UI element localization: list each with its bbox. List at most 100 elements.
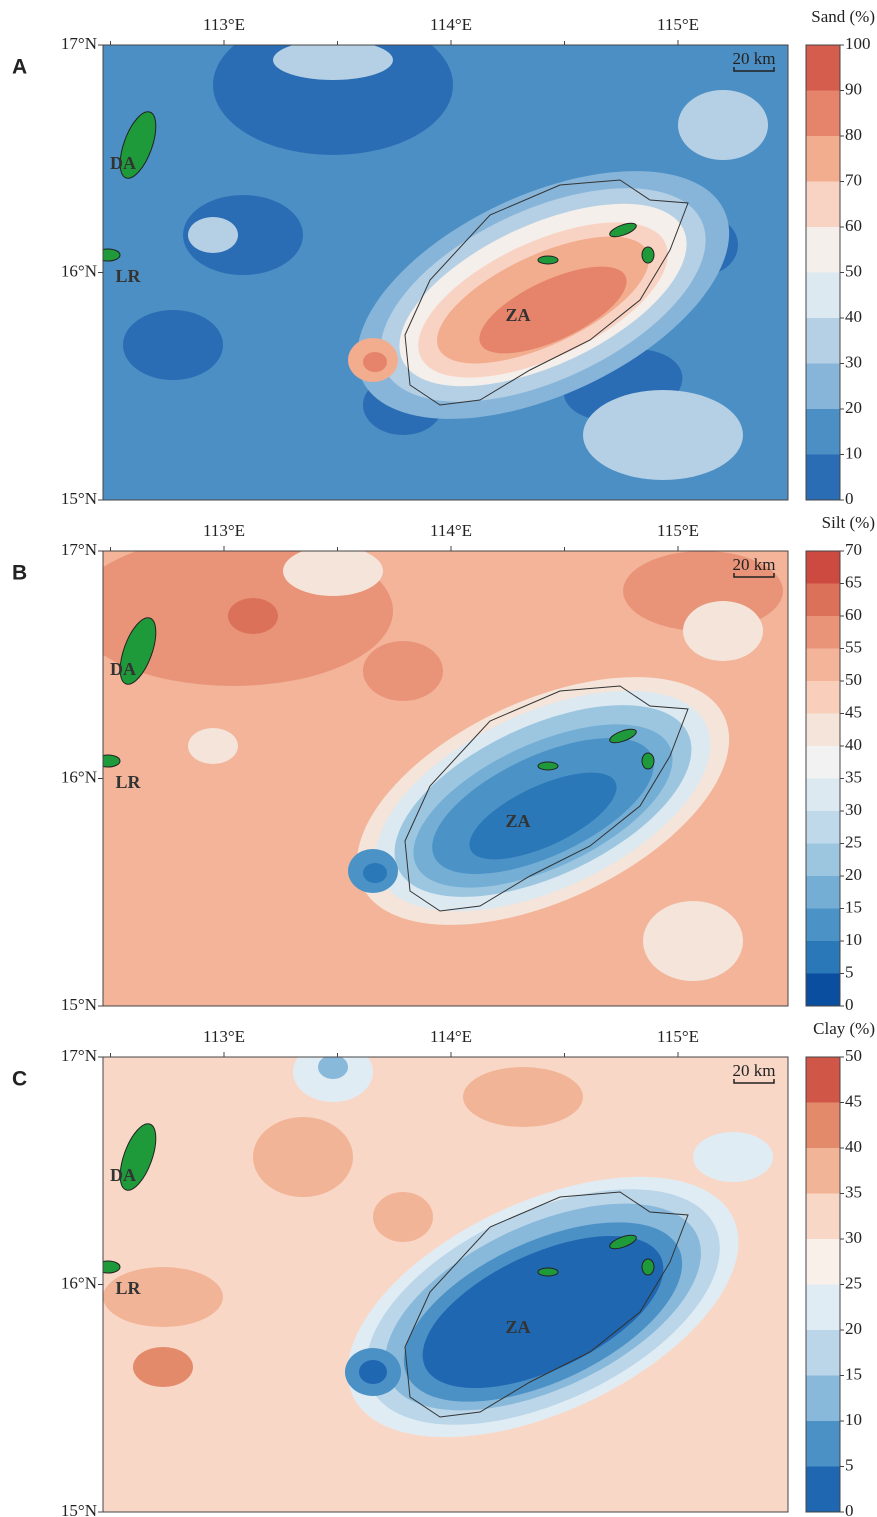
panel-label: A: [12, 56, 27, 79]
lat-label: 15°N: [61, 489, 97, 508]
place-label: LR: [115, 266, 141, 286]
contour-region: [363, 641, 443, 701]
legend-tick-label: 10: [845, 443, 862, 462]
legend-swatch: [806, 843, 840, 876]
contour-region: [683, 601, 763, 661]
legend-tick-label: 100: [845, 34, 871, 53]
island: [537, 761, 559, 771]
scale-bar-label: 20 km: [733, 555, 776, 574]
legend-tick-label: 5: [845, 1455, 854, 1474]
place-label: DA: [110, 659, 136, 679]
legend-swatch: [806, 681, 840, 714]
legend-swatch: [806, 409, 840, 455]
contour-region: [359, 1360, 387, 1384]
island: [609, 222, 637, 238]
scale-bar: [733, 1079, 775, 1084]
contour-region: [693, 1132, 773, 1182]
contour-region: [678, 90, 768, 160]
legend-swatch: [806, 778, 840, 811]
legend-swatch: [806, 227, 840, 273]
legend-tick-label: 0: [845, 489, 854, 508]
atoll-outline: [404, 1191, 689, 1418]
legend-swatch: [806, 1375, 840, 1421]
contour-region: [253, 1117, 353, 1197]
lat-label: 17°N: [61, 1046, 97, 1065]
legend-swatch: [806, 1284, 840, 1330]
legend-tick-label: 80: [845, 125, 862, 144]
place-label: DA: [110, 1165, 136, 1185]
legend-title: Sand (%): [811, 7, 875, 26]
contour-region: [469, 772, 617, 860]
legend-tick-label: 65: [845, 572, 862, 591]
contour-region: [293, 1057, 373, 1102]
legend-tick-label: 50: [845, 1046, 862, 1065]
contour-region: [213, 45, 453, 155]
legend-swatch: [806, 45, 840, 91]
legend-swatch: [806, 318, 840, 364]
legend-swatch: [806, 1057, 840, 1103]
legend-swatch: [806, 713, 840, 746]
contour-region: [188, 728, 238, 764]
place-label: DA: [110, 153, 136, 173]
legend-tick-label: 30: [845, 352, 862, 371]
contour-region: [183, 195, 303, 275]
legend-tick-label: 10: [845, 930, 862, 949]
scale-bar-label: 20 km: [733, 49, 776, 68]
legend-tick-label: 45: [845, 702, 862, 721]
map: [103, 551, 788, 1006]
lat-label: 17°N: [61, 540, 97, 559]
contour-region: [583, 390, 743, 480]
atoll-outline: [404, 685, 689, 912]
contour-region: [123, 310, 223, 380]
lat-label: 17°N: [61, 34, 97, 53]
legend-swatch: [806, 136, 840, 182]
legend-tick-label: 15: [845, 1364, 862, 1383]
legend-swatch: [806, 1239, 840, 1285]
scale-bar: [733, 573, 775, 578]
legend-title: Clay (%): [813, 1019, 875, 1038]
legend-swatch: [806, 1193, 840, 1239]
panel-label: B: [12, 562, 27, 585]
legend-tick-label: 50: [845, 261, 862, 280]
lon-label: 113°E: [203, 1027, 245, 1046]
legend-swatch: [806, 1102, 840, 1148]
legend-tick-label: 90: [845, 79, 862, 98]
legend-tick-label: 25: [845, 1273, 862, 1292]
legend-tick-label: 30: [845, 1228, 862, 1247]
legend-tick-label: 45: [845, 1091, 862, 1110]
place-label: LR: [115, 772, 141, 792]
island: [641, 1258, 655, 1276]
atoll-outline: [404, 179, 689, 406]
island: [103, 754, 121, 768]
legend-swatch: [806, 181, 840, 227]
island: [609, 1234, 637, 1250]
legend-swatch: [806, 1148, 840, 1194]
legend-swatch: [806, 1466, 840, 1512]
contour-region: [463, 1067, 583, 1127]
legend-swatch: [806, 551, 840, 584]
legend-swatch: [806, 973, 840, 1006]
scale-bar: [733, 67, 775, 72]
legend-swatch: [806, 1421, 840, 1467]
lon-label: 113°E: [203, 521, 245, 540]
contour-region: [188, 217, 238, 253]
legend-swatch: [806, 908, 840, 941]
legend-tick-label: 70: [845, 170, 862, 189]
legend-tick-label: 30: [845, 800, 862, 819]
island: [103, 248, 121, 262]
legend-swatch: [806, 1330, 840, 1376]
legend-tick-label: 35: [845, 1182, 862, 1201]
lon-label: 113°E: [203, 15, 245, 34]
island: [119, 111, 157, 179]
legend-title: Silt (%): [822, 513, 875, 532]
island: [537, 255, 559, 265]
legend-tick-label: 20: [845, 865, 862, 884]
island: [609, 728, 637, 744]
legend-tick-label: 40: [845, 1137, 862, 1156]
legend-tick-label: 50: [845, 670, 862, 689]
lat-label: 15°N: [61, 1501, 97, 1517]
legend-swatch: [806, 90, 840, 136]
legend-tick-label: 20: [845, 1319, 862, 1338]
contour-region: [479, 266, 627, 354]
legend-tick-label: 60: [845, 216, 862, 235]
